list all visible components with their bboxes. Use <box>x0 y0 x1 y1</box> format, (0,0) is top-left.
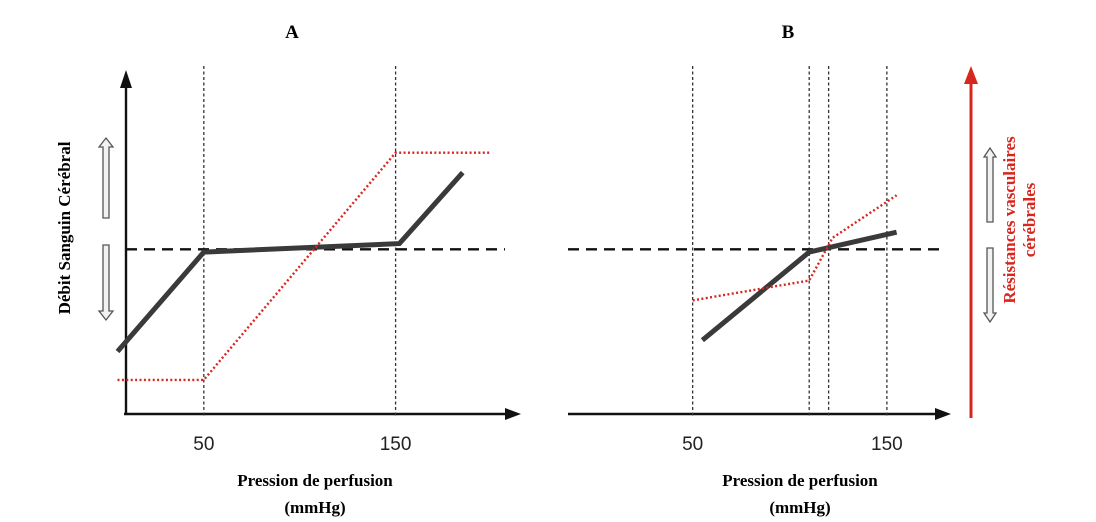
panel-a-series-resistance <box>117 151 492 382</box>
right-axis-label-line2: cérébrales <box>1020 182 1039 257</box>
panel-b-xlabel: Pression de perfusion (mmHg) <box>722 471 878 517</box>
panel-a-title: A <box>285 22 299 43</box>
left-axis-label: Débit Sanguin Cérébral <box>55 141 74 314</box>
panel-a-series-flow <box>115 170 465 354</box>
panel-b-axes <box>568 408 951 420</box>
panel-b-tick-label-0: 50 <box>682 434 703 455</box>
panel-b-tick-label-1: 150 <box>871 434 903 455</box>
left-decrease-arrow-icon <box>97 244 115 322</box>
right-increase-arrow-icon <box>982 146 998 223</box>
panel-b-series-flow <box>700 229 898 343</box>
panel-a-plot: 50 150 <box>115 66 505 455</box>
right-decrease-arrow-icon <box>982 247 998 324</box>
right-axis-label: Résistances vasculaires cérébrales <box>1000 136 1039 304</box>
left-increase-arrow-icon <box>97 136 115 219</box>
panel-b-plot: 50 150 <box>568 66 945 455</box>
panel-a-xlabel-line1: Pression de perfusion <box>237 471 393 490</box>
panel-a-xlabel-line2: (mmHg) <box>284 498 345 517</box>
panel-b-xlabel-line2: (mmHg) <box>769 498 830 517</box>
panel-b-xlabel-line1: Pression de perfusion <box>722 471 878 490</box>
right-axis-label-line1: Résistances vasculaires <box>1000 136 1019 304</box>
panel-a-tick-label-1: 150 <box>380 434 412 455</box>
right-axis-arrow <box>964 66 978 418</box>
panel-b-series-resistance <box>692 194 898 302</box>
panel-a-xlabel: Pression de perfusion (mmHg) <box>237 471 393 517</box>
panel-b-title: B <box>782 22 795 43</box>
panel-a-tick-label-0: 50 <box>193 434 214 455</box>
